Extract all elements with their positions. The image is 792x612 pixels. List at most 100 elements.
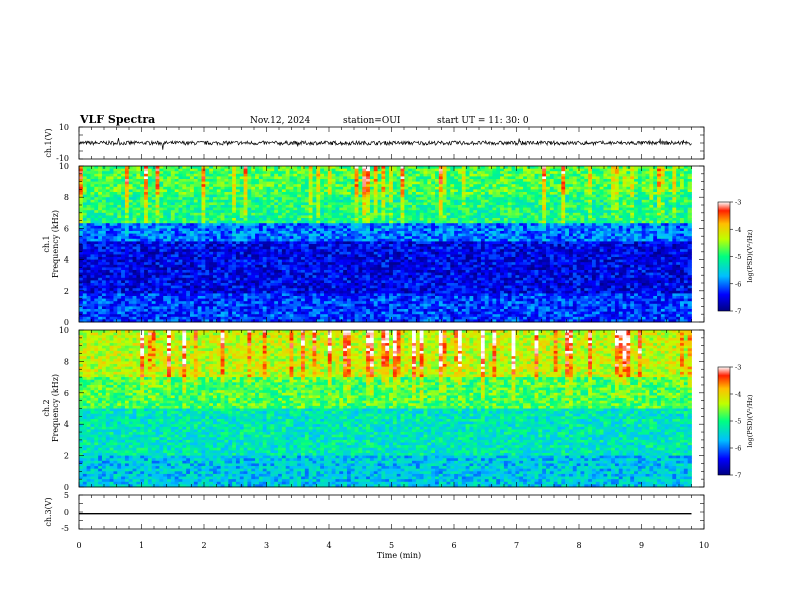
spectrogram-cell (251, 285, 256, 289)
spectrogram-cell (144, 205, 149, 208)
spectrogram-cell (316, 212, 321, 216)
spectrogram-cell (308, 218, 313, 221)
spectrogram-cell (343, 236, 348, 240)
spectrogram-cell (205, 202, 210, 206)
spectrogram-cell (128, 210, 133, 214)
spectrogram-cell (124, 311, 130, 315)
spectrogram-cell (205, 309, 210, 312)
spectrogram-cell (136, 277, 141, 281)
spectrogram-cell (316, 314, 321, 318)
spectrogram-cell (308, 280, 313, 284)
spectrogram-cell (232, 220, 237, 224)
spectrogram-cell (132, 309, 137, 312)
spectrogram-cell (266, 275, 271, 279)
spectrogram-cell (140, 267, 145, 271)
spectrogram-cell (170, 186, 176, 190)
spectrogram-cell (301, 296, 306, 299)
spectrogram-cell (339, 205, 344, 208)
spectrogram-cell (262, 236, 267, 240)
spectrogram-cell (381, 251, 386, 255)
spectrogram-cell (350, 220, 356, 224)
spectrogram-cell (373, 241, 378, 245)
spectrogram-cell (190, 168, 195, 172)
spectrogram-cell (251, 244, 256, 247)
spectrogram-cell (274, 168, 279, 172)
spectrogram-cell (216, 228, 222, 232)
spectrogram-cell (243, 166, 248, 169)
spectrogram-cell (186, 280, 191, 284)
spectrogram-cell (140, 319, 145, 323)
spectrogram-cell (232, 210, 237, 214)
spectrogram-cell (274, 228, 279, 232)
spectrogram-cell (94, 202, 99, 206)
spectrogram-cell (373, 205, 378, 208)
spectrogram-cell (144, 202, 149, 206)
spectrogram-cell (216, 238, 222, 242)
spectrogram-cell (320, 319, 325, 323)
spectrogram-cell (121, 267, 126, 271)
spectrogram-cell (167, 207, 172, 211)
spectrogram-cell (105, 309, 111, 312)
spectrogram-cell (190, 202, 195, 206)
spectrogram-cell (205, 267, 210, 271)
spectrogram-cell (289, 218, 294, 221)
spectrogram-cell (324, 251, 329, 255)
spectrogram-cell (255, 309, 260, 312)
spectrogram-cell (209, 179, 214, 182)
spectrogram-cell (105, 197, 111, 201)
spectrogram-cell (339, 270, 344, 273)
spectrogram-cell (209, 314, 214, 318)
spectrogram-cell (354, 173, 359, 177)
spectrogram-cell (193, 288, 199, 292)
spectrogram-cell (243, 314, 248, 318)
spectrogram-cell (350, 176, 356, 180)
spectrogram-cell (239, 293, 245, 297)
spectrogram-cell (155, 306, 160, 310)
spectrogram-cell (170, 254, 176, 258)
spectrogram-cell (373, 306, 378, 310)
spectrogram-cell (350, 290, 356, 294)
spectrogram-cell (274, 285, 279, 289)
spectrogram-cell (136, 236, 141, 240)
spectrogram-cell (228, 228, 233, 232)
spectrogram-cell (193, 173, 199, 177)
spectrogram-cell (163, 316, 168, 320)
spectrogram-cell (94, 238, 99, 242)
spectrogram-cell (94, 275, 99, 279)
spectrogram-cell (350, 205, 356, 208)
spectrogram-cell (362, 293, 367, 297)
spectrogram-cell (90, 259, 95, 263)
spectrogram-cell (343, 207, 348, 211)
spectrogram-cell (335, 314, 340, 318)
spectrogram-cell (270, 277, 275, 281)
spectrogram-cell (289, 233, 294, 237)
spectrogram-cell (224, 257, 229, 260)
spectrogram-cell (144, 303, 149, 307)
spectrogram-cell (243, 298, 248, 302)
spectrogram-cell (331, 189, 336, 193)
spectrogram-cell (373, 285, 378, 289)
spectrogram-cell (346, 231, 352, 234)
spectrogram-cell (362, 207, 367, 211)
spectrogram-cell (289, 184, 294, 188)
spectrogram-cell (308, 246, 313, 250)
spectrogram-cell (144, 314, 149, 318)
spectrogram-cell (385, 205, 390, 208)
spectrogram-cell (270, 192, 275, 195)
spectrogram-cell (327, 316, 333, 320)
spectrogram-cell (369, 192, 375, 195)
spectrogram-cell (278, 244, 283, 247)
spectrogram-cell (251, 231, 256, 234)
spectrogram-cell (289, 298, 294, 302)
spectrogram-cell (190, 192, 195, 195)
spectrogram-cell (362, 199, 367, 203)
spectrogram-cell (132, 168, 137, 172)
spectrogram-cell (178, 249, 183, 253)
spectrogram-cell (354, 192, 359, 195)
spectrogram-cell (209, 254, 214, 258)
spectrogram-cell (235, 236, 241, 240)
spectrogram-cell (247, 267, 252, 271)
spectrogram-cell (147, 199, 153, 203)
spectrogram-cell (258, 192, 264, 195)
spectrogram-cell (101, 194, 107, 198)
